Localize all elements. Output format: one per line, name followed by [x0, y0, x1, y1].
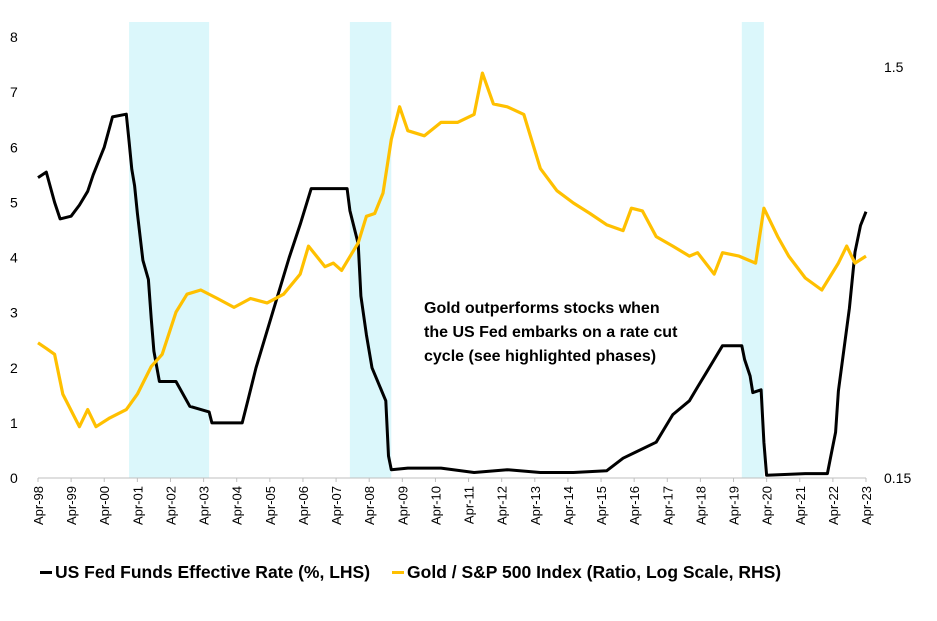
- x-tick-label: Apr-00: [97, 486, 112, 525]
- x-tick-label: Apr-20: [760, 486, 775, 525]
- x-tick-label: Apr-19: [727, 486, 742, 525]
- annotation-line-1: Gold outperforms stocks when: [424, 300, 660, 317]
- x-tick-label: Apr-15: [594, 486, 609, 525]
- x-tick-label: Apr-18: [693, 486, 708, 525]
- x-tick-label: Apr-02: [163, 486, 178, 525]
- x-tick-label: Apr-09: [395, 486, 410, 525]
- x-tick-label: Apr-14: [561, 486, 576, 525]
- highlight-band-3: [741, 22, 764, 478]
- x-tick-label: Apr-10: [428, 486, 443, 525]
- x-tick-label: Apr-12: [495, 486, 510, 525]
- left-tick-label: 4: [10, 250, 18, 266]
- legend-label-fed-rate: US Fed Funds Effective Rate (%, LHS): [55, 562, 371, 582]
- right-tick-label: 0.15: [884, 470, 911, 486]
- x-tick-label: Apr-99: [64, 486, 79, 525]
- x-tick-label: Apr-13: [528, 486, 543, 525]
- left-tick-label: 5: [10, 194, 18, 210]
- x-tick-label: Apr-21: [793, 486, 808, 525]
- legend-label-gold-sp: Gold / S&P 500 Index (Ratio, Log Scale, …: [407, 562, 782, 582]
- left-axis-ticks: 0 1 2 3 4 5 6 7 8: [10, 29, 18, 486]
- x-tick-label: Apr-22: [826, 486, 841, 525]
- left-tick-label: 7: [10, 84, 18, 100]
- x-tick-label: Apr-03: [197, 486, 212, 525]
- left-tick-label: 6: [10, 139, 18, 155]
- x-tick-label: Apr-04: [230, 486, 245, 525]
- x-tick-label: Apr-23: [859, 486, 874, 525]
- left-tick-label: 8: [10, 29, 18, 45]
- legend-item-gold-sp: Gold / S&P 500 Index (Ratio, Log Scale, …: [392, 562, 781, 583]
- x-tick-label: Apr-07: [329, 486, 344, 525]
- x-tick-label: Apr-01: [130, 486, 145, 525]
- legend-item-fed-rate: US Fed Funds Effective Rate (%, LHS): [40, 562, 370, 583]
- left-tick-label: 1: [10, 415, 18, 431]
- x-tick-label: Apr-11: [462, 486, 477, 524]
- chart: Apr-98 Apr-99 Apr-00 Apr-01 Apr-02 Apr-03 Apr-…: [10, 22, 911, 525]
- right-tick-label: 1.5: [884, 59, 904, 75]
- series-line-fed-rate: [37, 112, 868, 477]
- x-tick-label: Apr-17: [660, 486, 675, 525]
- legend: US Fed Funds Effective Rate (%, LHS) Gol…: [40, 562, 781, 583]
- x-tick-label: Apr-08: [362, 486, 377, 525]
- x-tick-label: Apr-05: [263, 486, 278, 525]
- series-line-gold-sp: [37, 71, 867, 429]
- legend-swatch-fed-rate: [40, 571, 52, 574]
- annotation-line-2: the US Fed embarks on a rate cut: [424, 324, 678, 341]
- left-tick-label: 2: [10, 360, 18, 376]
- legend-swatch-gold-sp: [392, 571, 405, 574]
- x-tick-label: Apr-06: [296, 486, 311, 525]
- left-tick-label: 0: [10, 470, 18, 486]
- annotation-line-3: cycle (see highlighted phases): [424, 348, 656, 365]
- x-tick-label: Apr-98: [31, 486, 46, 525]
- annotation: Gold outperforms stocks when the US Fed e…: [424, 300, 678, 365]
- series-lines: [37, 71, 868, 477]
- x-tick-label: Apr-16: [627, 486, 642, 525]
- left-tick-label: 3: [10, 305, 18, 321]
- x-axis-ticks: Apr-98 Apr-99 Apr-00 Apr-01 Apr-02 Apr-03 Apr-…: [31, 478, 874, 525]
- right-axis-ticks: 0.15 1.5: [884, 59, 911, 486]
- highlighted-periods: [129, 22, 764, 478]
